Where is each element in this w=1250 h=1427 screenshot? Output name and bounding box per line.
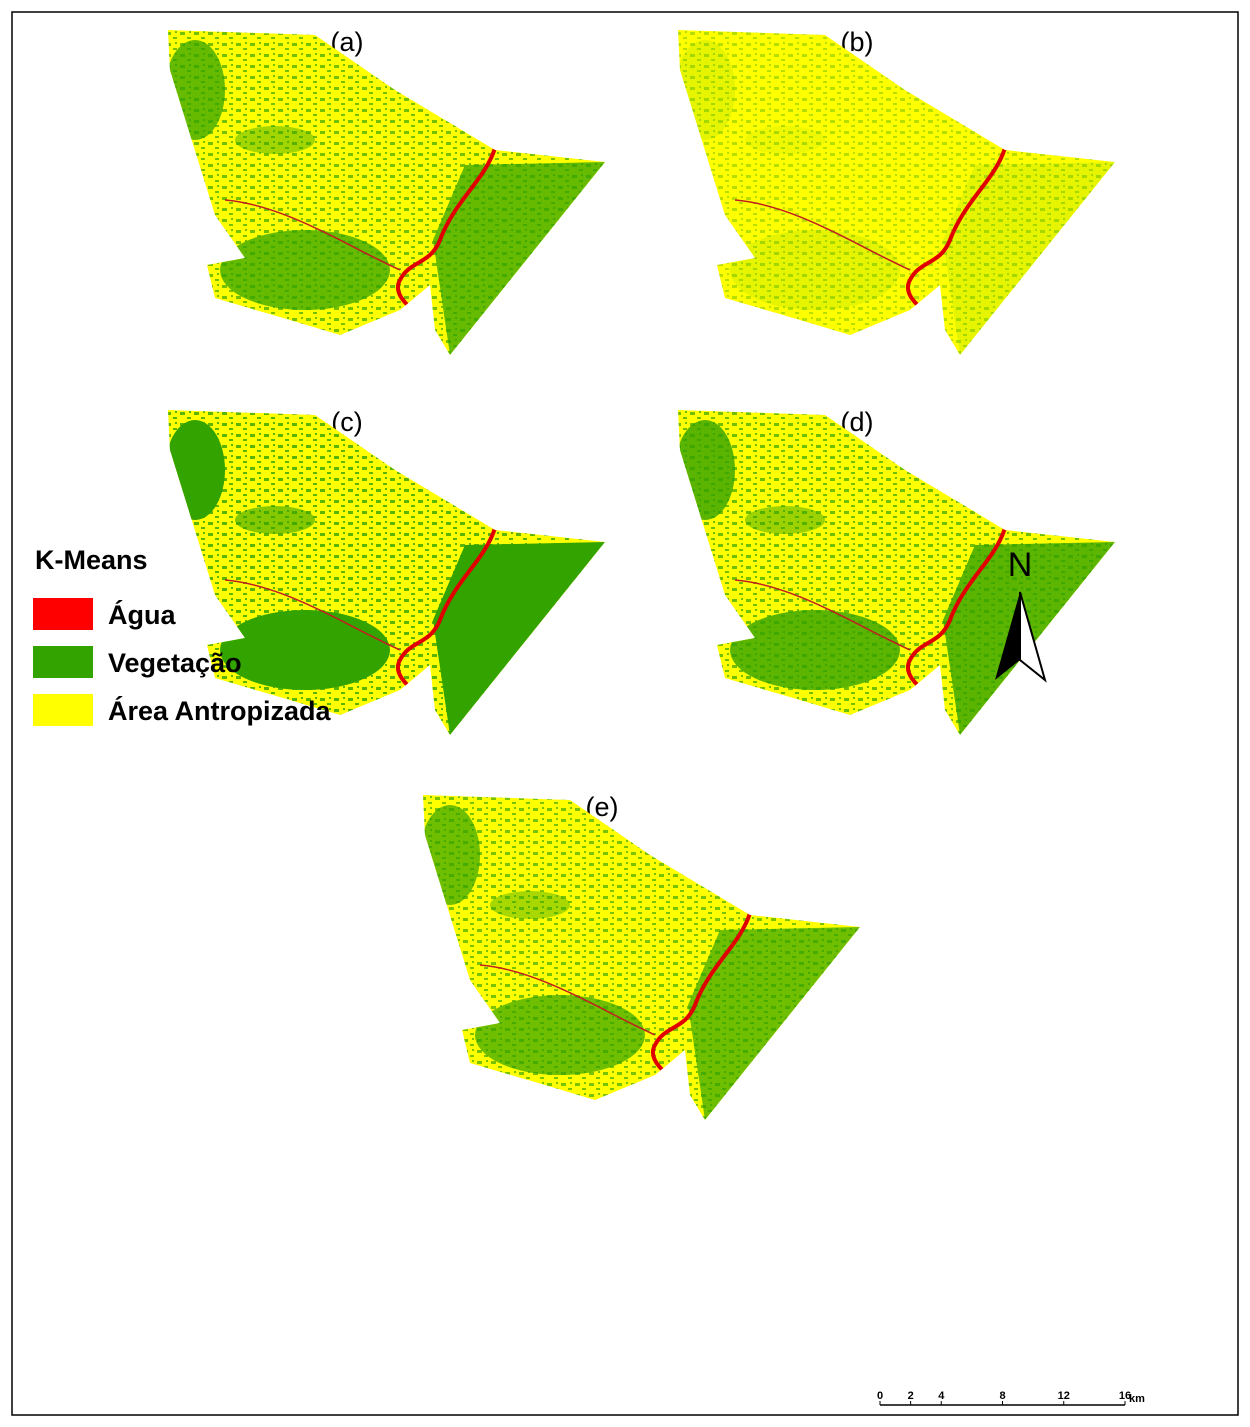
vegetation-patch — [235, 506, 315, 534]
vegetation-patch — [675, 40, 735, 140]
legend-swatch — [33, 694, 93, 726]
vegetation-patch — [475, 995, 645, 1075]
scale-label: 0 — [877, 1390, 883, 1402]
scale-label: 4 — [938, 1390, 945, 1402]
vegetation-patch — [943, 162, 1115, 355]
legend-label: Vegetação — [108, 648, 242, 678]
vegetation-patch — [220, 610, 390, 690]
vegetation-patch — [433, 542, 605, 735]
vegetation-patch — [165, 40, 225, 140]
legend-swatch — [33, 598, 93, 630]
map-panel: (b) — [675, 27, 1125, 360]
vegetation-patch — [675, 420, 735, 520]
vegetation-patch — [433, 162, 605, 355]
panels: (a)(b)(c)(d) (e) — [165, 27, 1125, 1125]
scale-unit: km — [1129, 1393, 1145, 1405]
map — [165, 30, 615, 360]
vegetation-patch — [220, 230, 390, 310]
vegetation-patch — [745, 126, 825, 154]
vegetation-patch — [730, 230, 900, 310]
map-panel: (a) — [165, 27, 615, 360]
vegetation-patch — [730, 610, 900, 690]
legend-title: K-Means — [35, 545, 148, 575]
map — [165, 410, 615, 740]
vegetation-patch — [688, 927, 860, 1120]
north-label: N — [1008, 546, 1033, 584]
map-panel: (e) — [420, 792, 870, 1125]
map-panel: (c) — [165, 407, 615, 740]
scale-label: 2 — [908, 1390, 914, 1402]
vegetation-patch — [235, 126, 315, 154]
vegetation-patch — [490, 891, 570, 919]
map — [675, 30, 1125, 360]
legend-swatch — [33, 646, 93, 678]
scale-label: 12 — [1058, 1390, 1070, 1402]
scale-label: 8 — [999, 1390, 1005, 1402]
legend-label: Área Antropizada — [108, 695, 332, 726]
vegetation-patch — [420, 805, 480, 905]
map-panel: (d) — [675, 407, 1125, 740]
legend-label: Água — [108, 599, 176, 630]
figure: (a)(b)(c)(d) (e) K-Means Água Vegetação Áre… — [0, 0, 1250, 1427]
map — [420, 795, 870, 1125]
vegetation-patch — [165, 420, 225, 520]
map — [675, 410, 1125, 740]
vegetation-patch — [745, 506, 825, 534]
